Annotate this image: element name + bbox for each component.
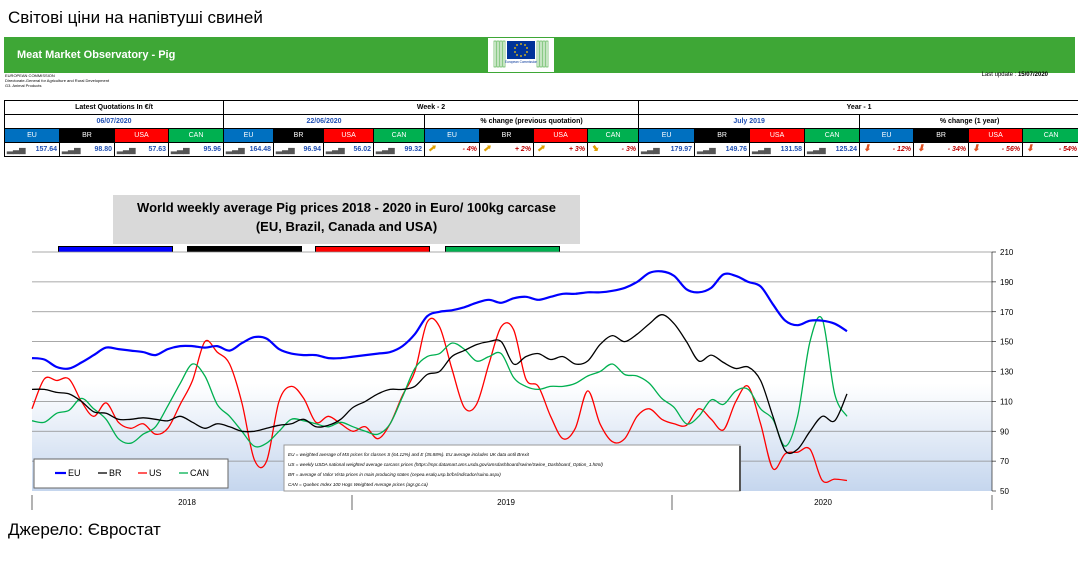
bar-chart-icon: ▂▃▅ (7, 145, 26, 154)
org-line: EUROPEAN COMMISSION (5, 73, 55, 78)
y-tick-label: 70 (1000, 457, 1009, 466)
bar-chart-icon: ▂▃▅ (117, 145, 136, 154)
arrow-down-icon: ⬇ (917, 143, 925, 154)
note-eu: EU = weighted average of MS prices for c… (288, 452, 530, 457)
arrow-up-right-icon: ⬈ (537, 143, 545, 154)
pct-prev-br: ⬈ + 2% (479, 142, 535, 157)
organisation-info: EUROPEAN COMMISSION Directorate-General … (5, 73, 205, 88)
series-line-can (31, 316, 848, 448)
series-line-br (31, 314, 848, 455)
series-line-us (31, 317, 848, 484)
arrow-down-icon: ⬇ (972, 143, 980, 154)
note-can: CAN = Quebec Index 100 Hogs Weighted Ave… (288, 482, 428, 487)
country-can: CAN (804, 128, 861, 143)
y-tick-label: 150 (1000, 338, 1014, 347)
european-commission-logo: European Commission (488, 38, 554, 72)
arrow-down-icon: ⬇ (863, 143, 871, 154)
bar-chart-icon: ▂▃▅ (807, 145, 826, 154)
page-title: Світові ціни на напівтуші свиней (8, 8, 263, 27)
chart-title: World weekly average Pig prices 2018 - 2… (113, 195, 580, 244)
pct-year-br: ⬇ - 34% (913, 142, 970, 157)
arrow-right-icon: ⬊ (591, 143, 599, 154)
chart-subtitle: (EU, Brazil, Canada and USA) (255, 219, 438, 234)
bar-chart-icon: ▂▃▅ (752, 145, 771, 154)
country-eu: EU (424, 128, 481, 143)
y-tick-label: 50 (1000, 487, 1009, 496)
country-br: BR (479, 128, 535, 143)
country-br: BR (59, 128, 115, 143)
bar-chart-icon: ▂▃▅ (697, 145, 716, 154)
band-title: Meat Market Observatory - Pig (17, 49, 176, 61)
bar-chart-icon: ▂▃▅ (226, 145, 245, 154)
country-usa: USA (323, 128, 375, 143)
note-us: US = weekly USDA national weighted avera… (288, 462, 603, 467)
y-tick-label: 90 (1000, 427, 1009, 436)
last-update-value: 15/07/2020 (1017, 72, 1048, 78)
country-eu: EU (223, 128, 275, 143)
y-tick-label: 190 (1000, 278, 1014, 287)
legend-us-label: US (149, 468, 162, 478)
y-tick-label: 110 (1000, 397, 1013, 406)
arrow-down-icon: ⬇ (1026, 143, 1034, 154)
country-usa: USA (749, 128, 806, 143)
org-line: Directorate-General for Agriculture and … (5, 78, 110, 83)
country-can: CAN (1022, 128, 1078, 143)
legend-eu-label: EU (68, 468, 81, 478)
bar-chart-icon: ▂▃▅ (376, 145, 395, 154)
chart-title-line: World weekly average Pig prices 2018 - 2… (137, 200, 556, 215)
bar-chart-icon: ▂▃▅ (171, 145, 190, 154)
legend (33, 458, 229, 489)
x-tick-label: 2018 (178, 498, 196, 507)
latest-can-value: ▂▃▅ 95.96 (167, 142, 225, 157)
y-tick-label: 130 (1000, 368, 1014, 377)
y-tick-label: 170 (1000, 308, 1014, 317)
week2-usa-value: ▂▃▅ 56.02 (323, 142, 375, 157)
week2-eu-value: ▂▃▅ 164.48 (223, 142, 275, 157)
quotations-table: Latest Quotations In €/t Week - 2 Year -… (3, 100, 1078, 157)
note-br: BR = average of Valor Vista prices in ma… (288, 472, 501, 477)
x-tick-label: 2019 (497, 498, 515, 507)
logo-text: European Commission (505, 60, 537, 64)
org-line: G3. Animal Products (5, 83, 42, 88)
bar-chart-icon: ▂▃▅ (641, 145, 660, 154)
year1-can-value: ▂▃▅ 125.24 (804, 142, 861, 157)
source-label: Джерело: Євростат (8, 520, 161, 539)
pct-prev-usa: ⬈ + 3% (533, 142, 589, 157)
series-line-eu (31, 270, 848, 370)
bar-chart-icon: ▂▃▅ (276, 145, 295, 154)
bar-chart-icon: ▂▃▅ (62, 145, 81, 154)
last-update: Last update : 15/07/2020 (982, 72, 1048, 78)
pct-prev-eu: ⬈ - 4% (424, 142, 481, 157)
arrow-up-right-icon: ⬈ (428, 143, 436, 154)
pct-year-eu: ⬇ - 12% (859, 142, 915, 157)
country-usa: USA (114, 128, 169, 143)
legend-can-label: CAN (190, 468, 209, 478)
x-tick-label: 2020 (814, 498, 832, 507)
pct-year-can: ⬇ - 54% (1022, 142, 1078, 157)
pct-year-usa: ⬇ - 56% (968, 142, 1024, 157)
bar-chart-icon: ▂▃▅ (326, 145, 345, 154)
last-update-label: Last update : (981, 72, 1017, 78)
header-band: Meat Market Observatory - Pig European C… (4, 37, 1075, 73)
country-eu: EU (4, 128, 60, 143)
legend-br-label: BR (109, 468, 122, 478)
pct-prev-can: ⬊ - 3% (587, 142, 640, 157)
y-tick-label: 210 (1000, 248, 1014, 257)
week2-can-value: ▂▃▅ 99.32 (373, 142, 426, 157)
country-br: BR (273, 128, 325, 143)
arrow-up-right-icon: ⬈ (483, 143, 491, 154)
